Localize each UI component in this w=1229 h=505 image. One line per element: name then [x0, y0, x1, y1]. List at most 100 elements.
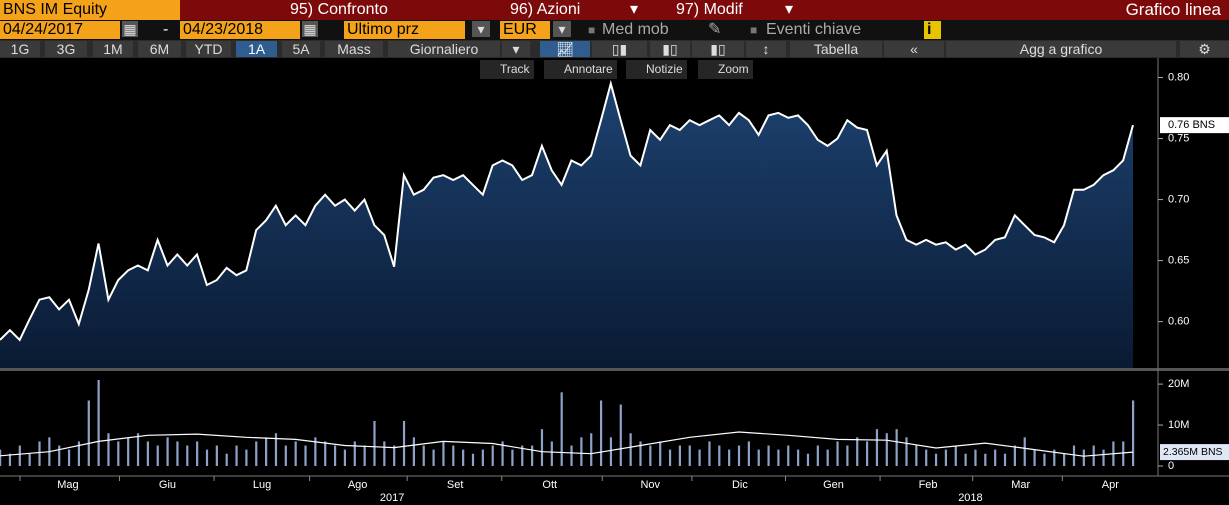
- info-button[interactable]: i: [924, 21, 941, 39]
- menu-item[interactable]: 95) Confronto: [290, 1, 388, 18]
- x-tick-label: Feb: [919, 479, 938, 491]
- toolbar-button[interactable]: Agg a grafico: [946, 41, 1176, 57]
- checkbox[interactable]: ■: [588, 23, 596, 37]
- volume-bar: [471, 453, 475, 466]
- volume-bar: [28, 453, 31, 466]
- y-tick-label: 10M: [1168, 419, 1189, 431]
- volume-bar: [895, 429, 898, 466]
- x-tick-label: Nov: [640, 479, 660, 491]
- toolbar-button[interactable]: 1G: [0, 41, 40, 57]
- volume-bar: [166, 437, 169, 466]
- start-date[interactable]: 04/24/2017: [0, 21, 120, 39]
- calendar-icon[interactable]: ▦: [122, 21, 138, 37]
- volume-bar: [875, 429, 879, 466]
- title-bar: BNS IM Equity 95) Confronto 96) Azioni ▾…: [0, 0, 1229, 20]
- volume-bar: [1072, 445, 1076, 466]
- tool-button[interactable]: Notizie: [626, 60, 687, 79]
- volume-bar: [1063, 453, 1066, 466]
- security-field[interactable]: BNS IM Equity: [0, 0, 180, 20]
- toolbar-button[interactable]: 3G: [45, 41, 87, 57]
- volume-bar: [826, 449, 829, 466]
- volume-bar: [353, 441, 356, 466]
- volume-bar: [915, 445, 918, 466]
- volume-bar: [747, 441, 750, 466]
- toolbar-button[interactable]: Mass: [325, 41, 383, 57]
- dropdown-arrow: ▾: [630, 1, 639, 18]
- dash: -: [163, 21, 169, 38]
- toolbar-button[interactable]: ↕: [746, 41, 786, 57]
- toolbar-button[interactable]: 1A: [236, 41, 277, 57]
- toolbar-button[interactable]: 5A: [282, 41, 320, 57]
- volume-bar: [452, 445, 455, 466]
- volume-bar: [235, 445, 238, 466]
- toolbar-button[interactable]: Tabella: [790, 41, 882, 57]
- price-area: [0, 83, 1133, 368]
- volume-bar: [659, 441, 662, 466]
- x-tick-label: Mar: [1011, 479, 1030, 491]
- menu-item[interactable]: 97) Modif: [676, 1, 743, 18]
- volume-bar: [550, 441, 553, 466]
- volume-bar: [245, 449, 248, 466]
- volume-bar: [373, 420, 376, 466]
- settings-bar: 04/24/2017 ▦ - 04/23/2018 ▦ Ultimo prz ▾…: [0, 20, 1229, 40]
- toolbar-button[interactable]: 1M: [93, 41, 133, 57]
- checkbox[interactable]: ■: [750, 23, 758, 37]
- toolbar-button[interactable]: «: [884, 41, 944, 57]
- last-volume-label: 2.365M BNS: [1163, 446, 1223, 458]
- volume-bar: [511, 449, 514, 466]
- toolbar-button[interactable]: ▾: [502, 41, 530, 57]
- volume-bar: [580, 437, 583, 466]
- moving-avg-label: Med mob: [602, 21, 669, 38]
- chart: 0.60 0.65 0.70 0.75 0.80 0.76 BNS 0 10M 20M 2.365…: [0, 58, 1229, 504]
- volume-bar: [1122, 441, 1125, 466]
- toolbar-button[interactable]: ▮▯: [692, 41, 744, 57]
- volume-bar: [954, 445, 957, 466]
- volume-bar: [481, 449, 484, 466]
- toolbar-button[interactable]: ⚙: [1180, 41, 1229, 57]
- volume-bar: [127, 437, 130, 466]
- volume-bar: [905, 437, 908, 466]
- volume-bar: [284, 445, 287, 466]
- pencil-icon[interactable]: ✎: [708, 21, 722, 38]
- volume-bar: [885, 433, 888, 466]
- end-date[interactable]: 04/23/2018: [180, 21, 300, 39]
- volume-bar: [38, 441, 41, 466]
- volume-bar: [984, 453, 987, 466]
- y-tick-label: 0.60: [1168, 316, 1189, 328]
- menu-item[interactable]: 96) Azioni: [510, 1, 581, 18]
- volume-bar: [521, 445, 524, 466]
- volume-bar: [294, 441, 297, 466]
- volume-bar: [107, 433, 110, 466]
- field-select[interactable]: Ultimo prz: [344, 21, 465, 39]
- toolbar-button[interactable]: ▯▮: [592, 41, 647, 57]
- volume-bar: [255, 441, 258, 466]
- toolbar-button[interactable]: 6M: [138, 41, 181, 57]
- dropdown-arrow[interactable]: ▾: [553, 21, 571, 37]
- volume-bar: [688, 445, 691, 466]
- calendar-icon[interactable]: ▦: [302, 21, 318, 37]
- dropdown-arrow[interactable]: ▾: [472, 21, 490, 37]
- year-label: 2018: [958, 492, 982, 504]
- toolbar-button[interactable]: Giornaliero: [388, 41, 500, 57]
- volume-bar: [678, 445, 681, 466]
- toolbar-button[interactable]: YTD: [186, 41, 231, 57]
- tool-button[interactable]: Annotare: [544, 60, 617, 79]
- volume-bar: [994, 449, 997, 466]
- volume-bar: [146, 441, 149, 466]
- toolbar-button[interactable]: ▮▯: [650, 41, 690, 57]
- volume-bar: [708, 441, 711, 466]
- volume-bar: [186, 445, 189, 466]
- volume-bar: [87, 400, 90, 466]
- x-tick-label: Set: [447, 479, 464, 491]
- toolbar-button[interactable]: 📈︎: [540, 41, 590, 57]
- tool-button[interactable]: Track: [480, 60, 534, 79]
- x-tick-label: Dic: [732, 479, 748, 491]
- volume-bar: [225, 453, 228, 466]
- currency-select[interactable]: EUR: [500, 21, 550, 39]
- volume-bar: [442, 441, 445, 466]
- volume-bar: [668, 449, 672, 466]
- tool-button[interactable]: Zoom: [698, 60, 753, 79]
- last-volume-box: [1160, 444, 1229, 461]
- y-tick-label: 20M: [1168, 378, 1189, 390]
- volume-bar: [944, 449, 948, 466]
